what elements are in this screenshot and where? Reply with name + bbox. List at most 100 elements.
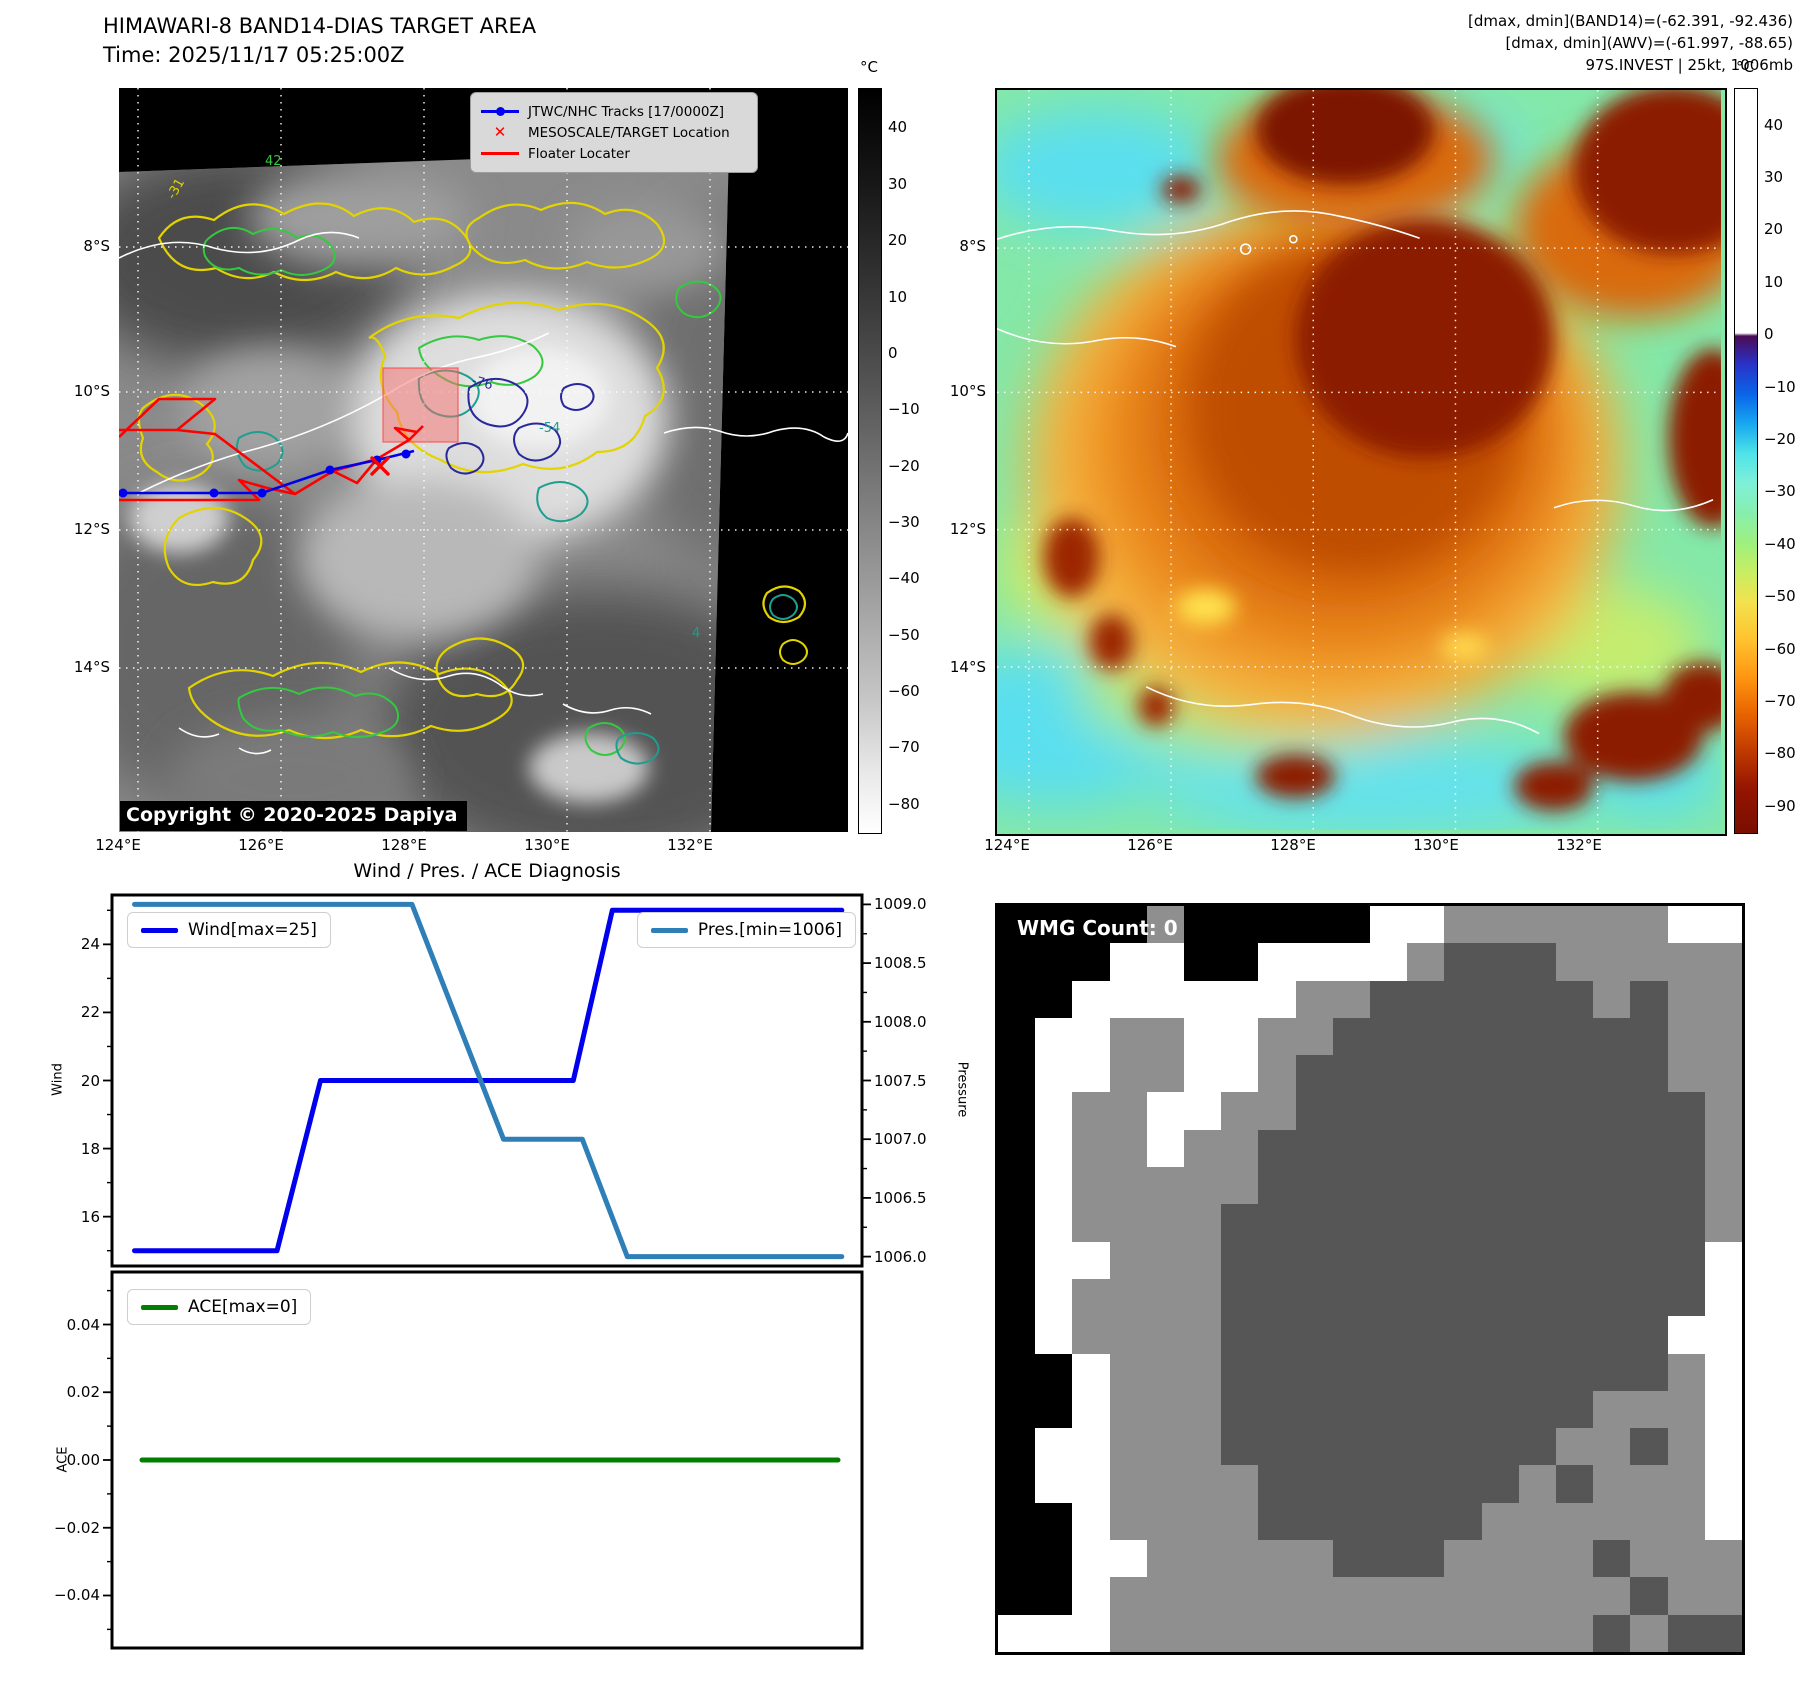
colorbar-tick: −80 (888, 794, 920, 813)
band14-colorbar (858, 88, 882, 834)
wmg-cell (1630, 943, 1668, 981)
wmg-cell (1481, 1092, 1519, 1130)
wmg-cell (1444, 1278, 1482, 1317)
colorbar-tick: 30 (1764, 168, 1784, 187)
wmg-cell (1667, 1092, 1705, 1130)
wmg-cell (998, 906, 1036, 944)
wmg-cell (1221, 1353, 1259, 1391)
wmg-cell (1481, 1167, 1519, 1205)
colorbar-tick: −10 (1764, 377, 1796, 396)
wmg-cell (1518, 943, 1556, 981)
wmg-cell (1146, 1614, 1184, 1652)
wmg-cell (998, 1241, 1036, 1279)
wmg-cell (1184, 980, 1222, 1018)
wmg-cell (1035, 1129, 1073, 1168)
wind-svg-series-line (132, 901, 845, 1260)
wmg-cell (1072, 1278, 1110, 1317)
wmg-cell (1593, 1614, 1631, 1652)
ace-legend: ACE[max=0] (127, 1289, 312, 1325)
wmg-cell (1370, 1353, 1408, 1391)
wmg-cell (1407, 1017, 1445, 1056)
wmg-cell (1556, 1353, 1594, 1391)
band14-colorbar-unit: °C (860, 58, 878, 76)
wmg-cell (1370, 1316, 1408, 1354)
wmg-cell (1407, 980, 1445, 1018)
colorbar-tick: 0 (1764, 325, 1774, 344)
pressure-legend: Pres.[min=1006] (636, 912, 856, 948)
wind-line-sample (141, 927, 178, 933)
wmg-cell (1146, 1241, 1184, 1279)
wmg-cell (1146, 1316, 1184, 1354)
wmg-cell (1146, 980, 1184, 1018)
wmg-cell (1481, 1614, 1519, 1652)
awv-colorbar (1734, 88, 1758, 834)
wmg-cell (1072, 980, 1110, 1018)
colorbar-tick: 10 (888, 287, 908, 306)
wmg-cell (1109, 1241, 1147, 1279)
wmg-cell (1035, 980, 1073, 1018)
wmg-cell (1221, 1428, 1259, 1466)
wmg-cell (1704, 1502, 1742, 1541)
wmg-cell (1593, 1316, 1631, 1354)
ace-svg-ytick: 0.00 (66, 1451, 100, 1469)
wmg-cell (1146, 943, 1184, 981)
wmg-cell (1593, 943, 1631, 981)
wmg-cell (1295, 980, 1333, 1018)
wmg-cell (1630, 1540, 1668, 1578)
wmg-cell (1184, 1241, 1222, 1279)
wmg-cell (1593, 1577, 1631, 1615)
legend-floater-label: Floater Locater (528, 145, 630, 162)
wmg-cell (1444, 1092, 1482, 1130)
wmg-cell (1444, 1055, 1482, 1093)
pressure-line-sample (650, 927, 688, 933)
wmg-cell (1184, 1353, 1222, 1391)
wmg-cell (1630, 1316, 1668, 1354)
wmg-cell (1444, 1353, 1482, 1391)
wmg-cell (1035, 1241, 1073, 1279)
wmg-cell (1295, 1577, 1333, 1615)
wmg-cell (1258, 1428, 1296, 1466)
colorbar-tick: −70 (888, 738, 920, 757)
wmg-cell (1146, 1092, 1184, 1130)
wmg-cell (1184, 1390, 1222, 1429)
awv-lon-tick: 132°E (1556, 836, 1602, 854)
wind-svg-ytick: 1008.5 (874, 954, 927, 973)
wmg-cell (1221, 1055, 1259, 1093)
wmg-cell (1146, 1353, 1184, 1391)
wmg-cell (1444, 1390, 1482, 1429)
wmg-cell (1593, 1055, 1631, 1093)
wmg-cell (1481, 1353, 1519, 1391)
wmg-cell (1593, 980, 1631, 1018)
wmg-cell (1072, 1428, 1110, 1466)
wmg-cell (1109, 1614, 1147, 1652)
wmg-cell (1370, 1502, 1408, 1541)
wmg-cell (998, 1502, 1036, 1541)
wmg-cell (1035, 1390, 1073, 1429)
wmg-cell (1184, 1204, 1222, 1242)
wmg-cell (1072, 1465, 1110, 1503)
wmg-cell (1370, 943, 1408, 981)
wmg-cell (1704, 1353, 1742, 1391)
wmg-cell (1295, 1055, 1333, 1093)
wmg-cell (1370, 1129, 1408, 1168)
band14-title: HIMAWARI-8 BAND14-DIAS TARGET AREA Time:… (103, 12, 536, 70)
wind-svg-ytick: 1006.0 (874, 1247, 927, 1266)
pressure-legend-label: Pres.[min=1006] (697, 920, 842, 940)
wmg-cell (1556, 1167, 1594, 1205)
wind-svg-ytick: 20 (80, 1071, 100, 1090)
wmg-cell (1593, 1390, 1631, 1429)
b14-lon-tick: 126°E (238, 836, 284, 854)
wmg-cell (1035, 943, 1073, 981)
wmg-cell (1221, 1502, 1259, 1541)
wmg-cell (1630, 1017, 1668, 1056)
wmg-cell (1109, 1465, 1147, 1503)
wmg-cell (1667, 1278, 1705, 1317)
wind-svg-ytick: 18 (80, 1139, 100, 1158)
wmg-cell (1221, 1129, 1259, 1168)
wmg-cell (1667, 1204, 1705, 1242)
wmg-cell (1221, 1167, 1259, 1205)
colorbar-tick: −30 (1764, 482, 1796, 501)
contour-label: -76 (470, 373, 494, 393)
wmg-cell (1035, 1465, 1073, 1503)
wmg-cell (1332, 906, 1370, 944)
